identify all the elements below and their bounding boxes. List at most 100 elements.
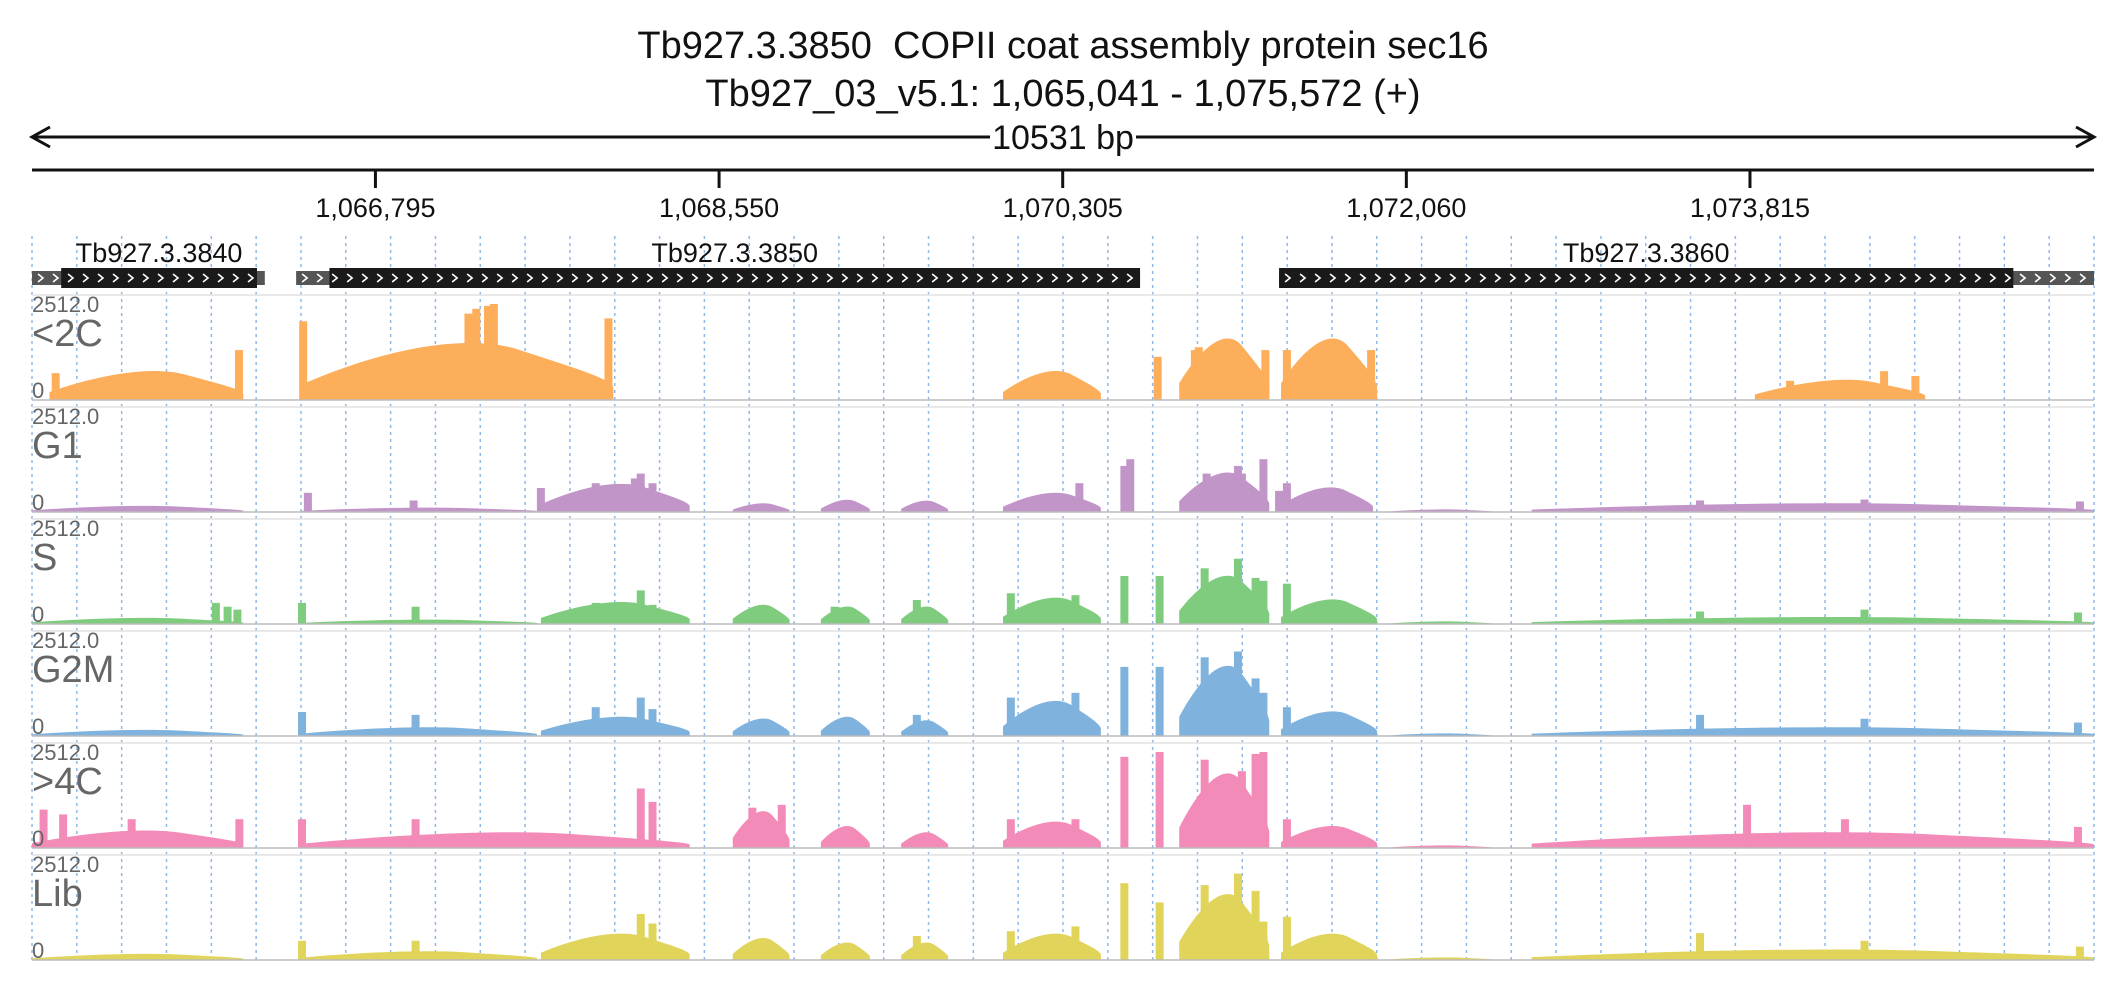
- gene-strand-chevron: [766, 273, 774, 283]
- coverage-spike: [484, 305, 493, 400]
- gene-cds: [61, 268, 257, 288]
- coverage-spike: [51, 373, 60, 400]
- coverage-spike: [1200, 657, 1209, 736]
- coverage-spike: [2073, 612, 2082, 624]
- gene-strand-chevron: [991, 273, 999, 283]
- gene-strand-chevron: [1449, 273, 1457, 283]
- coverage-spike: [303, 492, 312, 512]
- coverage-spike: [1261, 350, 1270, 400]
- coverage-spike: [299, 321, 308, 400]
- gene-strand-chevron: [706, 273, 714, 283]
- gene-cds: [1279, 268, 2014, 288]
- coverage-spike: [1259, 580, 1268, 624]
- gene-strand-chevron: [97, 273, 105, 283]
- x-tick-label: 1,070,305: [1003, 193, 1123, 223]
- coverage-spike: [1194, 347, 1203, 400]
- gene-strand-chevron: [37, 273, 45, 283]
- gene-strand-chevron: [676, 273, 684, 283]
- y-max-label: 2512.0: [32, 852, 99, 877]
- gene-strand-chevron: [811, 273, 819, 283]
- coverage-spike: [2073, 722, 2082, 736]
- gene-strand-chevron: [1914, 273, 1922, 283]
- coverage-spike: [1153, 356, 1162, 400]
- gene-strand-chevron: [1704, 273, 1712, 283]
- coverage-spike: [472, 308, 481, 400]
- coverage-area: [1531, 949, 2094, 960]
- coverage-spike: [298, 819, 307, 848]
- coverage-spike: [411, 606, 420, 624]
- track-name-label: >4C: [32, 761, 103, 803]
- gene-strand-chevron: [2079, 273, 2087, 283]
- track-name-label: <2C: [32, 313, 103, 355]
- gene-strand-chevron: [1126, 273, 1134, 283]
- coverage-area: [1281, 487, 1374, 512]
- gene-strand-chevron: [1644, 273, 1652, 283]
- gene-strand-chevron: [247, 273, 255, 283]
- x-tick-label: 1,066,795: [315, 193, 435, 223]
- coverage-spike: [591, 707, 600, 736]
- coverage-spike: [235, 819, 244, 848]
- gene-label: Tb927.3.3850: [651, 238, 818, 268]
- gene-label: Tb927.3.3840: [76, 238, 243, 268]
- coverage-area: [820, 499, 870, 512]
- coverage-area: [820, 942, 870, 960]
- gene-strand-chevron: [1111, 273, 1119, 283]
- coverage-spike: [648, 604, 657, 624]
- chart-header: Tb927.3.3850 COPII coat assembly protein…: [0, 0, 2126, 140]
- coverage-spike: [1075, 483, 1084, 512]
- gene-strand-chevron: [1299, 273, 1307, 283]
- coverage-spike: [1860, 718, 1869, 736]
- gene-strand-chevron: [1359, 273, 1367, 283]
- gene-strand-chevron: [1674, 273, 1682, 283]
- gene-strand-chevron: [67, 273, 75, 283]
- gene-strand-chevron: [361, 273, 369, 283]
- y-max-label: 2512.0: [32, 516, 99, 541]
- gene-strand-chevron: [1944, 273, 1952, 283]
- gene-strand-chevron: [1749, 273, 1757, 283]
- gene-strand-chevron: [436, 273, 444, 283]
- coverage-spike: [630, 478, 639, 512]
- gene-strand-chevron: [157, 273, 165, 283]
- gene-strand-chevron: [1989, 273, 1997, 283]
- coverage-spike: [536, 488, 545, 512]
- coverage-spike: [1282, 819, 1291, 848]
- coverage-spike: [464, 313, 473, 400]
- coverage-spike: [636, 590, 645, 624]
- coverage-spike: [1282, 916, 1291, 960]
- track-name-label: Lib: [32, 873, 83, 915]
- gene-strand-chevron: [1344, 273, 1352, 283]
- coverage-area: [540, 602, 690, 624]
- coverage-spike: [1202, 473, 1211, 512]
- coverage-area: [32, 617, 244, 624]
- gene-strand-chevron: [1389, 273, 1397, 283]
- coverage-spike: [912, 936, 921, 960]
- gene-strand-chevron: [526, 273, 534, 283]
- gene-strand-chevron: [202, 273, 210, 283]
- gene-strand-chevron: [1021, 273, 1029, 283]
- coverage-spike: [1259, 921, 1268, 960]
- coverage-area: [820, 716, 870, 736]
- gene-strand-chevron: [1584, 273, 1592, 283]
- gene-strand-chevron: [1479, 273, 1487, 283]
- coverage-spike: [1880, 371, 1889, 400]
- coverage-area: [1531, 616, 2094, 624]
- coverage-spike: [489, 304, 498, 400]
- coverage-spike: [1120, 666, 1129, 736]
- coverage-area: [1281, 826, 1377, 848]
- coverage-spike: [211, 602, 220, 624]
- coverage-area: [1754, 379, 1926, 400]
- gene-strand-chevron: [1434, 273, 1442, 283]
- gene-strand-chevron: [2019, 273, 2027, 283]
- coverage-spike: [1911, 376, 1920, 400]
- coverage-spike: [1282, 583, 1291, 624]
- gene-strand-chevron: [631, 273, 639, 283]
- coverage-spike: [1071, 595, 1080, 624]
- coverage-spike: [1233, 651, 1242, 736]
- coverage-spike: [830, 606, 839, 624]
- gene-strand-chevron: [901, 273, 909, 283]
- coverage-area: [1531, 832, 2094, 848]
- coverage-spike: [298, 940, 307, 960]
- coverage-spike: [1282, 350, 1291, 400]
- gene-strand-chevron: [217, 273, 225, 283]
- gene-strand-chevron: [571, 273, 579, 283]
